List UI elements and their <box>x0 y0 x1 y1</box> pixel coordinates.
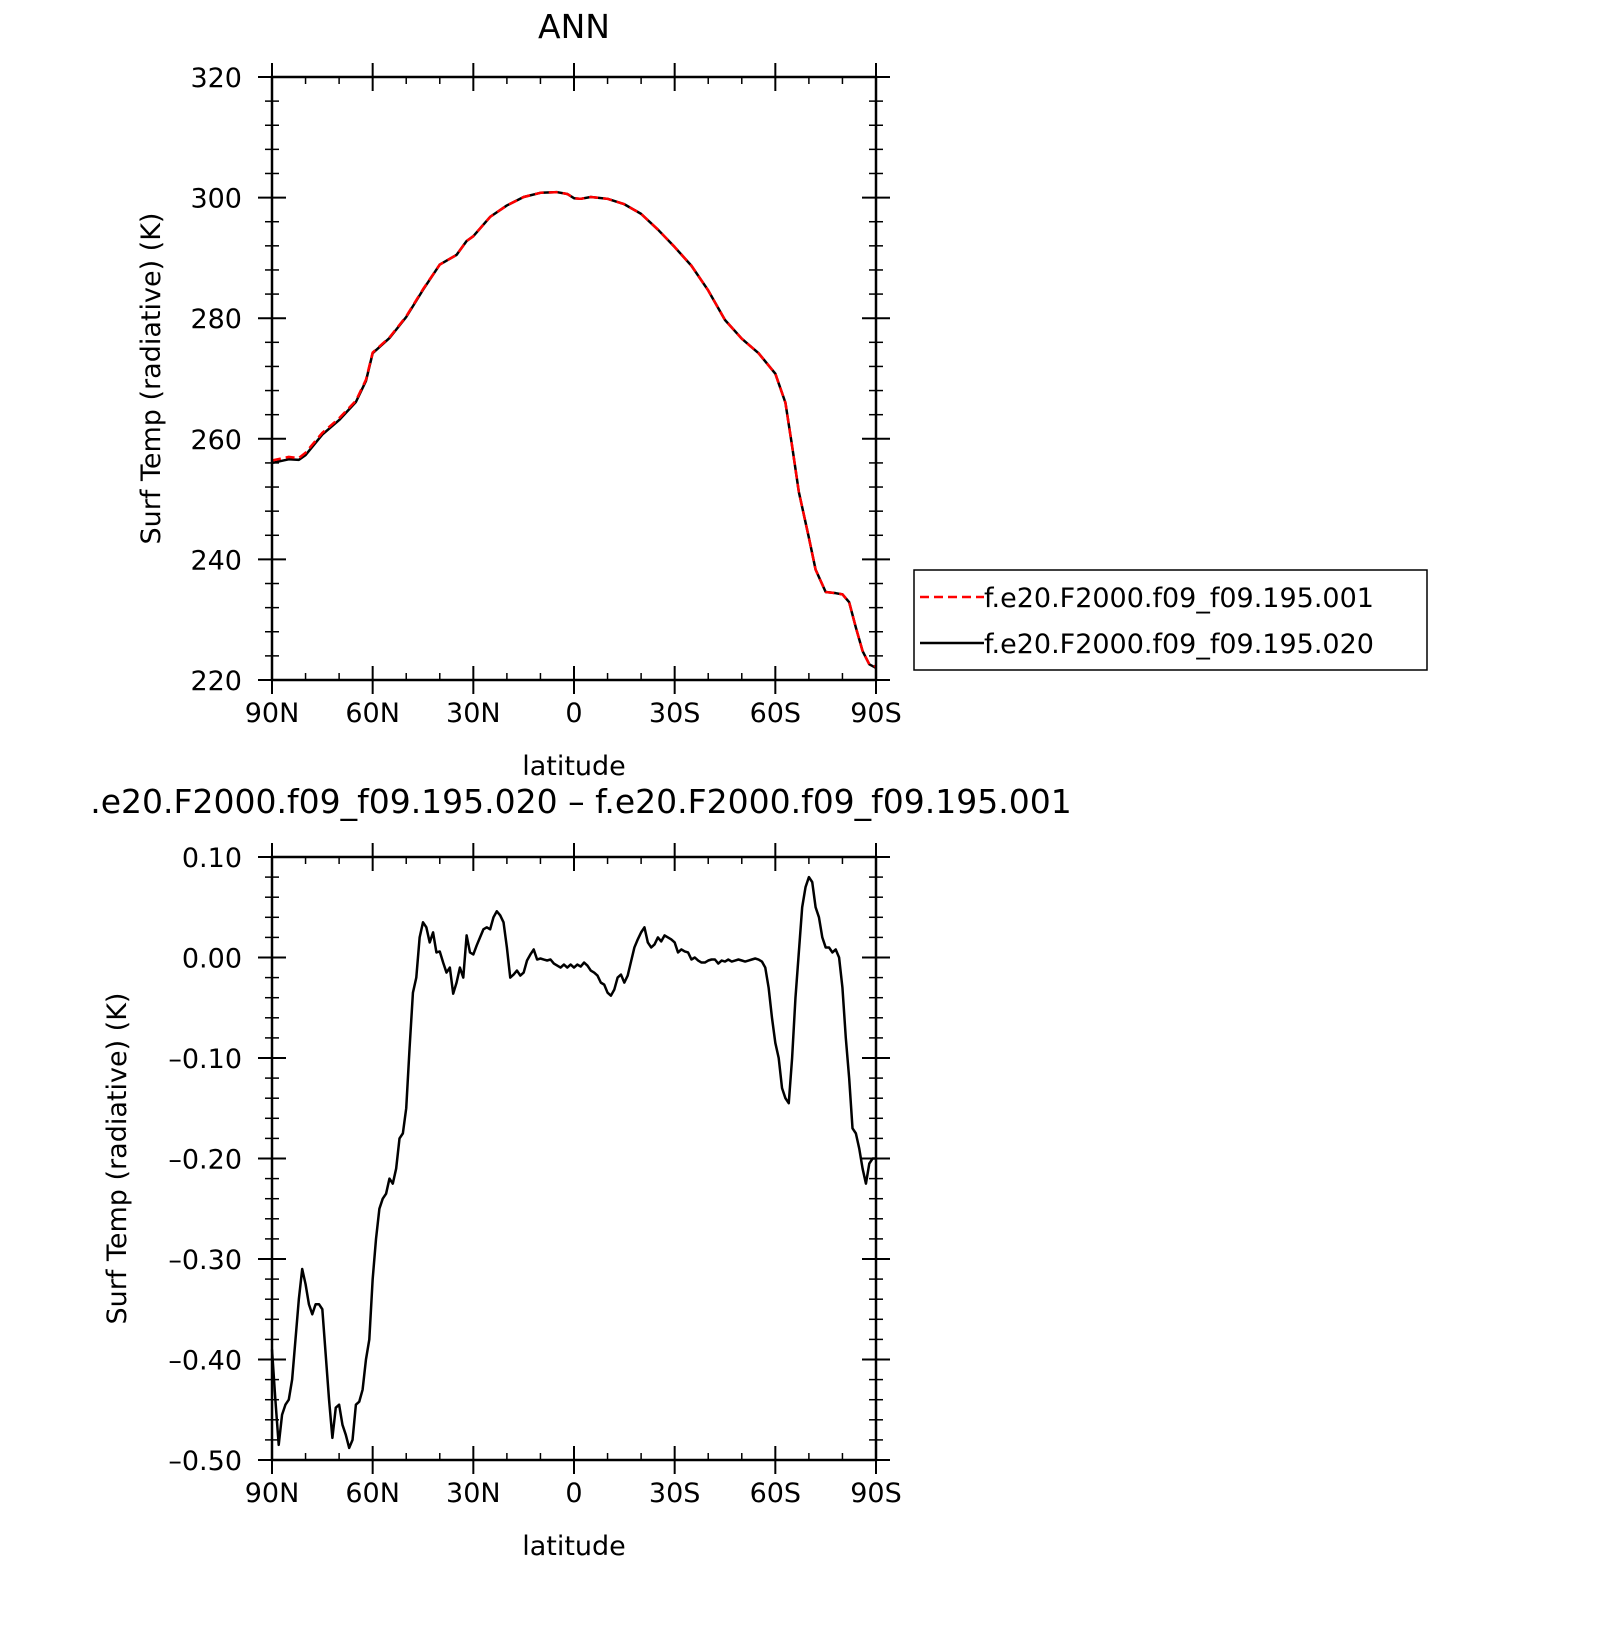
bottom-y-tick-label: –0.10 <box>168 1044 242 1075</box>
bottom-x-tick-label: 0 <box>565 1478 582 1509</box>
top-x-tick-label: 90S <box>850 698 902 729</box>
top-plot-frame <box>270 75 878 682</box>
top-chart-title: ANN <box>538 7 610 46</box>
bottom-x-tick-label: 30S <box>649 1478 701 1509</box>
bottom-x-tick-label: 60N <box>345 1478 400 1509</box>
top-x-axis-label: latitude <box>522 751 626 782</box>
top-x-tick-label: 60S <box>750 698 802 729</box>
bottom-y-axis-label: Surf Temp (radiative) (K) <box>102 993 133 1325</box>
top-series-layer <box>271 190 877 670</box>
bottom-x-tick-label: 90N <box>245 1478 300 1509</box>
bottom-ticks: 90N 60N 30N 0 30S 60S 90S –0.50 –0.40 –0.30 –0.20 –… <box>168 843 902 1509</box>
bottom-y-tick-label: –0.40 <box>168 1346 242 1377</box>
bottom-series-line-0 <box>270 875 876 1450</box>
top-y-tick-label: 220 <box>190 666 242 697</box>
top-y-tick-label: 260 <box>190 425 242 456</box>
bottom-x-tick-label: 30N <box>446 1478 501 1509</box>
bottom-x-axis-label: latitude <box>522 1531 626 1562</box>
top-panel: ANN 90N 60N 30N 0 30S 60S 90S 220 240 260 280 300 32… <box>136 7 902 782</box>
legend-label-series-001: f.e20.F2000.f09_f09.195.001 <box>984 583 1374 614</box>
bottom-plot-frame <box>270 855 878 1462</box>
legend-box <box>913 569 1428 671</box>
bottom-panel: .e20.F2000.f09_f09.195.020 – f.e20.F2000… <box>90 782 1072 1562</box>
top-y-tick-label: 320 <box>190 63 242 94</box>
top-x-tick-label: 0 <box>565 698 582 729</box>
bottom-series-layer <box>270 875 876 1450</box>
top-x-tick-label: 60N <box>345 698 400 729</box>
bottom-x-tick-label: 90S <box>850 1478 902 1509</box>
bottom-y-tick-label: –0.50 <box>168 1446 242 1477</box>
top-ticks: 90N 60N 30N 0 30S 60S 90S 220 240 260 280 300 320 <box>190 63 902 729</box>
bottom-x-tick-label: 60S <box>750 1478 802 1509</box>
top-x-tick-label: 90N <box>245 698 300 729</box>
top-series-line-1 <box>271 190 877 670</box>
bottom-y-tick-label: –0.30 <box>168 1245 242 1276</box>
top-x-tick-label: 30S <box>649 698 701 729</box>
bottom-y-tick-label: 0.10 <box>182 843 242 874</box>
top-y-tick-label: 240 <box>190 545 242 576</box>
top-y-axis-label: Surf Temp (radiative) (K) <box>136 213 167 545</box>
top-series-line-0 <box>271 190 877 668</box>
top-x-tick-label: 30N <box>446 698 501 729</box>
legend-label-series-020: f.e20.F2000.f09_f09.195.020 <box>984 629 1374 660</box>
legend: f.e20.F2000.f09_f09.195.001 f.e20.F2000.… <box>913 569 1428 671</box>
bottom-chart-title: .e20.F2000.f09_f09.195.020 – f.e20.F2000… <box>90 782 1072 821</box>
top-y-tick-label: 280 <box>190 304 242 335</box>
bottom-y-tick-label: 0.00 <box>182 944 242 975</box>
bottom-y-tick-label: –0.20 <box>168 1145 242 1176</box>
top-y-tick-label: 300 <box>190 184 242 215</box>
